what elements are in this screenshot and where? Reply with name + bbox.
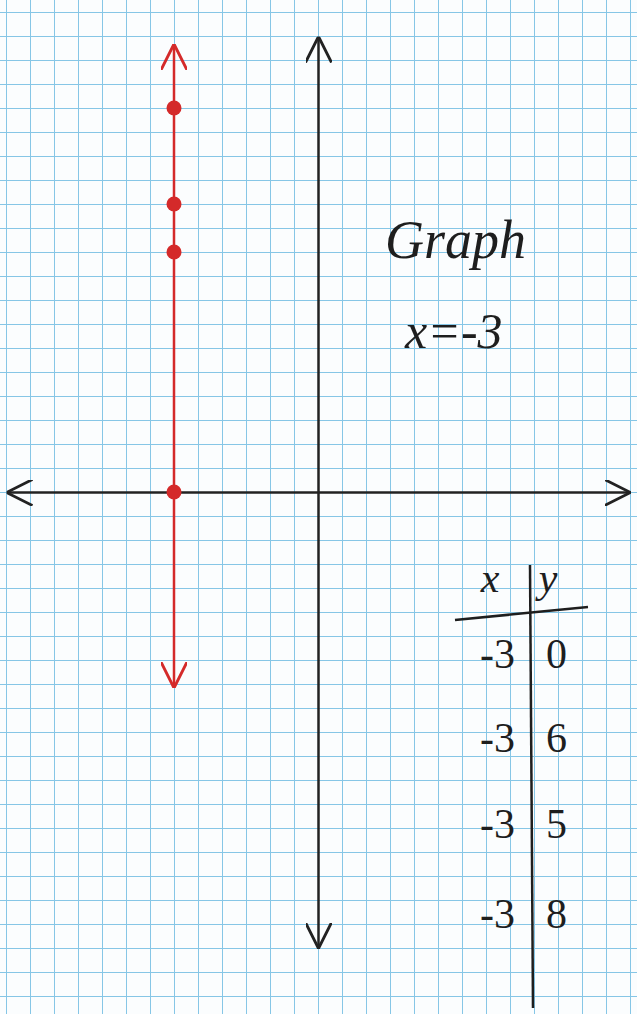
y-axis	[318, 37, 319, 949]
table-cell: 8	[546, 891, 567, 937]
y-axis-line	[317, 37, 320, 949]
data-point	[167, 485, 182, 500]
line-extension	[173, 492, 176, 688]
line-extension	[173, 44, 176, 108]
chart: Graph x=-3 xy -3 0 -3 6 -3 5 -3 8	[0, 0, 637, 1014]
data-point	[167, 245, 182, 260]
table-cell: -3	[480, 715, 515, 761]
table-cell: 5	[546, 801, 567, 847]
table-cell: -3	[480, 801, 515, 847]
value-table: xy -3 0 -3 6 -3 5 -3 8	[455, 555, 588, 1008]
data-line	[173, 108, 176, 492]
table-rule	[455, 607, 588, 620]
table-header: x	[480, 555, 500, 601]
data-point	[167, 197, 182, 212]
table-cell: 0	[546, 631, 567, 677]
subtitle: x=-3	[404, 303, 503, 359]
data-point	[167, 101, 182, 116]
table-cell: -3	[480, 891, 515, 937]
table-header: y	[535, 555, 558, 601]
plot-area	[167, 44, 182, 688]
table-divider	[530, 565, 533, 1008]
title: Graph	[385, 210, 526, 270]
table-cell: -3	[480, 631, 515, 677]
table-cell: 6	[546, 715, 567, 761]
